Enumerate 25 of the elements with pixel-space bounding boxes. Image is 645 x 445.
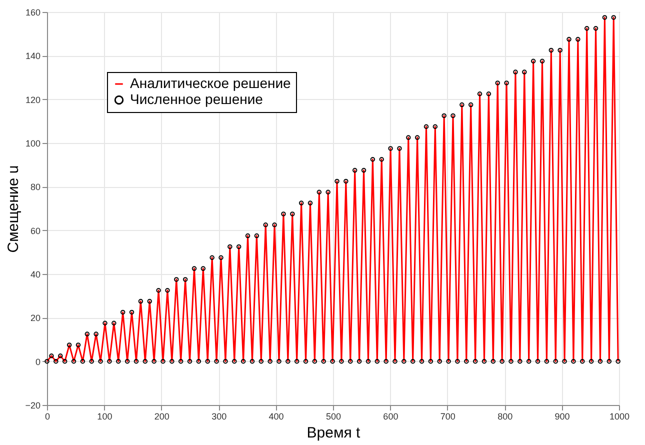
- x-tick-label: 600: [383, 412, 398, 422]
- y-tick-label: 120: [25, 94, 40, 105]
- y-tick-label: 100: [25, 138, 40, 148]
- y-tick-label: 80: [30, 182, 40, 192]
- legend-label: Численное решение: [130, 91, 264, 107]
- x-tick-label: 0: [44, 412, 50, 422]
- x-tick-label: 400: [268, 412, 284, 422]
- x-axis-title: Время t: [306, 424, 362, 442]
- x-tick-label: 800: [498, 412, 513, 422]
- y-tick-label: 160: [25, 8, 40, 18]
- y-axis-title: Смещение u: [5, 165, 22, 253]
- y-tick-label: 40: [30, 270, 40, 280]
- x-tick-label: 1000: [609, 412, 630, 422]
- y-tick-label: 0: [35, 356, 40, 367]
- x-tick-label: 100: [97, 412, 112, 422]
- y-tick-label: 20: [30, 313, 40, 324]
- y-tick-label: 60: [30, 226, 40, 236]
- x-tick-label: 700: [440, 412, 456, 422]
- legend-label: Аналитическое решение: [130, 75, 292, 91]
- y-tick-label: 140: [25, 51, 40, 62]
- x-tick-label: 300: [212, 412, 227, 422]
- x-tick-label: 900: [554, 412, 570, 422]
- y-tick-label: −20: [25, 400, 40, 410]
- x-tick-label: 500: [326, 412, 342, 422]
- x-tick-label: 200: [154, 412, 170, 422]
